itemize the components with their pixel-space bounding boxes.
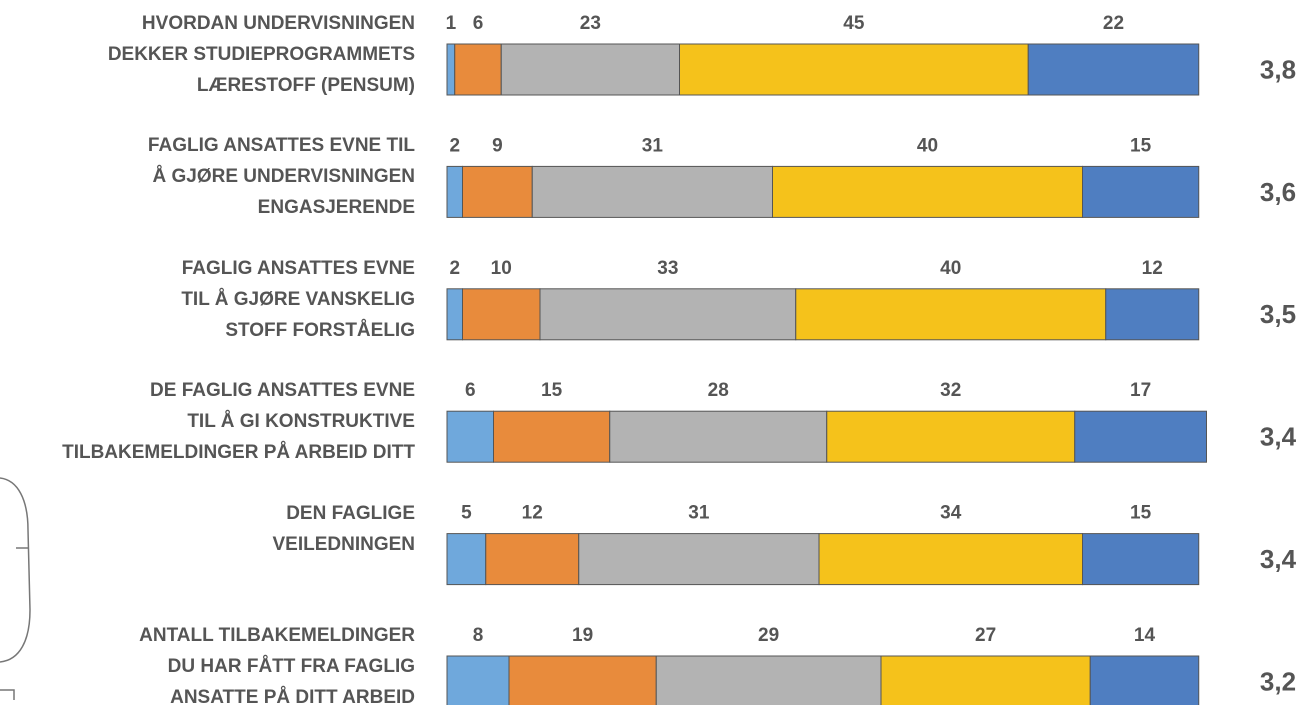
value-label: 1 bbox=[446, 13, 457, 34]
bar-segment bbox=[1105, 288, 1200, 341]
bar-segment bbox=[454, 43, 502, 96]
value-label: 2 bbox=[449, 258, 460, 279]
bar-segment bbox=[462, 288, 541, 341]
category-label: ANTALL TILBAKEMELDINGER DU HAR FÅTT FRA … bbox=[139, 625, 415, 708]
bar-segment bbox=[679, 43, 1029, 96]
value-label: 33 bbox=[657, 258, 678, 279]
value-label: 22 bbox=[1103, 13, 1124, 34]
value-label: 14 bbox=[1134, 625, 1156, 646]
value-label: 15 bbox=[541, 380, 563, 401]
value-label: 27 bbox=[975, 625, 996, 646]
bar-segment bbox=[578, 533, 820, 586]
bar-segment bbox=[508, 655, 657, 705]
average-label: 3,8 bbox=[1260, 54, 1296, 84]
value-label: 34 bbox=[940, 503, 962, 524]
value-label: 45 bbox=[843, 13, 865, 34]
value-label: 2 bbox=[449, 135, 460, 156]
bar-segment bbox=[500, 43, 680, 96]
bar-segment bbox=[446, 43, 456, 96]
average-label: 3,2 bbox=[1260, 666, 1296, 696]
bar-segment bbox=[446, 288, 463, 341]
category-label: HVORDAN UNDERVISNINGEN DEKKER STUDIEPROG… bbox=[107, 13, 415, 96]
value-label: 6 bbox=[465, 380, 476, 401]
value-label: 6 bbox=[473, 13, 484, 34]
value-label: 32 bbox=[940, 380, 961, 401]
value-label: 29 bbox=[758, 625, 779, 646]
bar-segment bbox=[1074, 410, 1207, 463]
value-label: 8 bbox=[473, 625, 484, 646]
bar-segment bbox=[446, 165, 463, 218]
bar-segment bbox=[826, 410, 1076, 463]
bar-segment bbox=[539, 288, 797, 341]
bar-segment bbox=[1082, 165, 1200, 218]
value-label: 17 bbox=[1130, 380, 1151, 401]
category-label: FAGLIG ANSATTES EVNE TIL Å GJØRE VANSKEL… bbox=[181, 257, 415, 341]
bar-segment bbox=[772, 165, 1083, 218]
value-label: 19 bbox=[572, 625, 593, 646]
bar-segment bbox=[609, 410, 828, 463]
bar-segment bbox=[531, 165, 773, 218]
bar-segment bbox=[1027, 43, 1200, 96]
value-label: 23 bbox=[580, 13, 601, 34]
value-label: 12 bbox=[522, 503, 543, 524]
value-label: 40 bbox=[940, 258, 961, 279]
bar-segment bbox=[462, 165, 533, 218]
category-label: DE FAGLIG ANSATTES EVNE TIL Å GI KONSTRU… bbox=[62, 380, 415, 464]
bar-segment bbox=[818, 533, 1083, 586]
value-label: 12 bbox=[1142, 258, 1163, 279]
value-label: 15 bbox=[1130, 503, 1152, 524]
bar-segment bbox=[446, 533, 487, 586]
bar-segment bbox=[446, 655, 510, 705]
person-icon bbox=[0, 477, 31, 700]
bar-segment bbox=[655, 655, 882, 705]
bar-segment bbox=[1082, 533, 1200, 586]
bar-segment bbox=[485, 533, 580, 586]
value-label: 40 bbox=[917, 135, 938, 156]
value-label: 31 bbox=[688, 503, 710, 524]
category-label: FAGLIG ANSATTES EVNE TIL Å GJØRE UNDERVI… bbox=[147, 135, 415, 219]
value-label: 31 bbox=[642, 135, 664, 156]
value-label: 5 bbox=[461, 503, 472, 524]
bar-segment bbox=[1089, 655, 1200, 705]
bar-segment bbox=[446, 410, 494, 463]
average-label: 3,6 bbox=[1260, 177, 1296, 207]
value-label: 10 bbox=[491, 258, 512, 279]
value-label: 28 bbox=[708, 380, 729, 401]
value-label: 15 bbox=[1130, 135, 1152, 156]
bar-segment bbox=[880, 655, 1091, 705]
average-label: 3,4 bbox=[1260, 422, 1297, 452]
average-label: 3,4 bbox=[1260, 544, 1297, 574]
bar-segment bbox=[493, 410, 611, 463]
average-label: 3,5 bbox=[1260, 299, 1296, 329]
bar-segment bbox=[795, 288, 1107, 341]
category-label: DEN FAGLIGE VEILEDNINGEN bbox=[272, 502, 415, 555]
value-label: 9 bbox=[492, 135, 503, 156]
